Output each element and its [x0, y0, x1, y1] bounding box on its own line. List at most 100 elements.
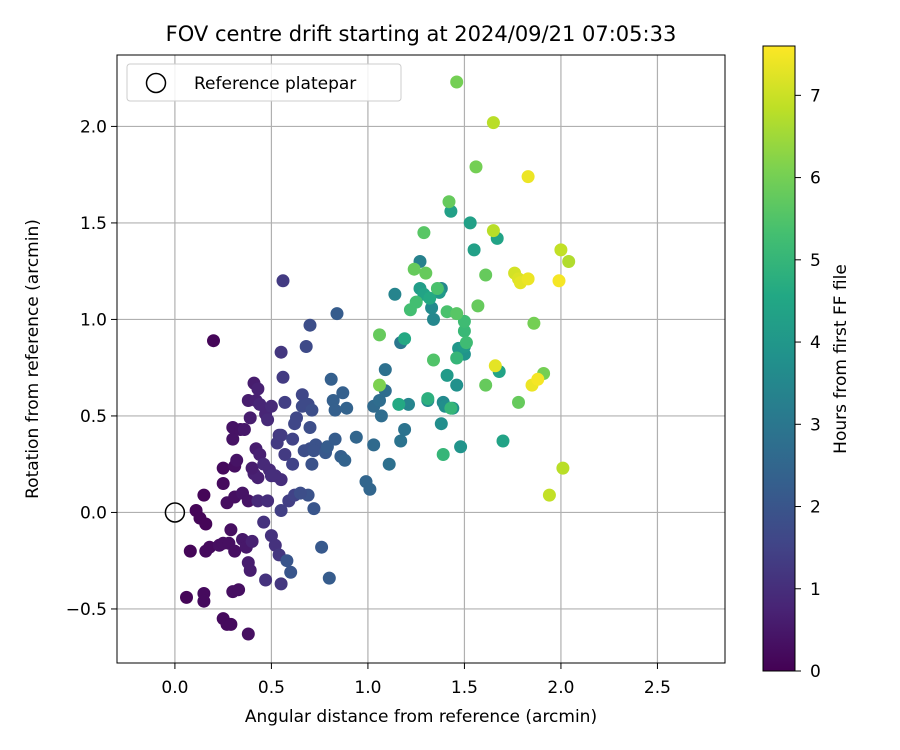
data-point — [216, 477, 230, 490]
data-point — [245, 534, 259, 548]
data-point — [374, 409, 388, 423]
data-point — [436, 448, 450, 461]
colorbar-tick-label: 7 — [810, 86, 821, 106]
data-point — [440, 368, 454, 382]
colorbar-tick-label: 5 — [810, 251, 821, 271]
data-point — [274, 428, 288, 442]
colorbar-tick-label: 6 — [810, 169, 821, 189]
data-point — [259, 573, 273, 587]
data-point — [450, 307, 464, 321]
data-point — [398, 332, 412, 346]
data-point — [197, 594, 211, 608]
legend: Reference platepar — [126, 63, 402, 102]
data-point — [336, 386, 350, 400]
data-point — [261, 494, 275, 508]
data-point — [286, 457, 300, 471]
colorbar-tick-label: 0 — [810, 662, 821, 682]
data-point — [450, 351, 464, 365]
data-point — [274, 345, 288, 359]
data-point — [373, 328, 386, 342]
y-tick-label: −0.5 — [66, 600, 107, 620]
data-point — [243, 563, 257, 577]
data-point — [228, 544, 242, 558]
data-point — [488, 359, 502, 373]
data-point — [442, 195, 456, 209]
data-point — [216, 461, 230, 475]
data-point — [264, 469, 278, 483]
data-point — [392, 397, 406, 411]
data-point — [330, 307, 344, 321]
colorbar-tick-label: 2 — [810, 498, 821, 518]
data-point — [307, 444, 321, 458]
data-point — [232, 583, 246, 597]
data-point — [199, 517, 213, 531]
data-point — [251, 494, 265, 508]
data-point — [363, 482, 377, 496]
data-point — [224, 617, 238, 631]
data-point — [241, 627, 255, 641]
grid-lines — [117, 55, 725, 663]
data-point — [562, 255, 576, 268]
data-point — [417, 226, 431, 240]
data-point — [237, 423, 251, 436]
data-point — [407, 262, 421, 276]
data-point — [305, 457, 319, 471]
data-point — [402, 397, 415, 411]
reference-platepar-marker — [164, 502, 186, 523]
data-point — [421, 392, 435, 406]
data-point — [454, 440, 468, 454]
data-point — [245, 461, 259, 475]
y-tick-label: 1.0 — [80, 310, 107, 330]
data-point — [299, 340, 313, 353]
data-point — [251, 471, 265, 485]
x-tick-label: 0.0 — [161, 678, 188, 698]
data-point — [261, 413, 275, 427]
x-axis-ticks: 0.0 0.5 1.0 1.5 2.0 2.5 — [161, 663, 671, 698]
plot-area-frame — [116, 54, 726, 664]
data-point — [554, 243, 568, 257]
y-tick-label: 0.5 — [80, 407, 107, 427]
data-point — [552, 274, 566, 288]
legend-marker-icon — [145, 72, 167, 94]
data-point — [284, 565, 298, 579]
data-point — [521, 170, 535, 184]
data-point — [469, 160, 483, 174]
data-point — [241, 494, 255, 508]
data-point — [471, 299, 485, 313]
data-point — [340, 401, 354, 415]
data-point — [479, 378, 493, 392]
data-point — [434, 417, 448, 431]
y-axis-label: Rotation from reference (arcmin) — [23, 219, 43, 499]
legend-entry-label: Reference platepar — [194, 74, 356, 94]
data-point — [367, 438, 381, 452]
data-point — [280, 554, 294, 568]
data-point — [197, 488, 211, 502]
data-point — [226, 432, 240, 446]
data-point — [278, 395, 292, 409]
colorbar-tick-label: 1 — [810, 580, 821, 600]
y-tick-label: 2.0 — [80, 117, 107, 137]
data-point — [349, 430, 363, 444]
x-tick-label: 2.5 — [644, 678, 671, 698]
data-point — [425, 301, 439, 315]
data-point — [286, 432, 300, 446]
data-point — [388, 287, 402, 301]
data-point — [463, 216, 477, 230]
y-axis-ticks: −0.5 0.0 0.5 1.0 1.5 2.0 — [66, 117, 117, 620]
data-point — [295, 388, 309, 402]
data-point — [430, 282, 444, 295]
data-point — [278, 448, 292, 461]
data-point — [419, 266, 433, 280]
data-point — [527, 316, 541, 330]
data-point — [512, 395, 525, 409]
colorbar-tick-label: 3 — [810, 415, 821, 435]
data-point — [322, 571, 336, 585]
data-point — [394, 434, 408, 448]
data-point — [183, 544, 197, 558]
data-point — [427, 353, 440, 367]
data-point — [444, 401, 458, 415]
chart-title: FOV centre drift starting at 2024/09/21 … — [166, 22, 677, 46]
data-point — [307, 502, 321, 516]
data-point — [315, 540, 329, 554]
data-point — [450, 378, 464, 392]
